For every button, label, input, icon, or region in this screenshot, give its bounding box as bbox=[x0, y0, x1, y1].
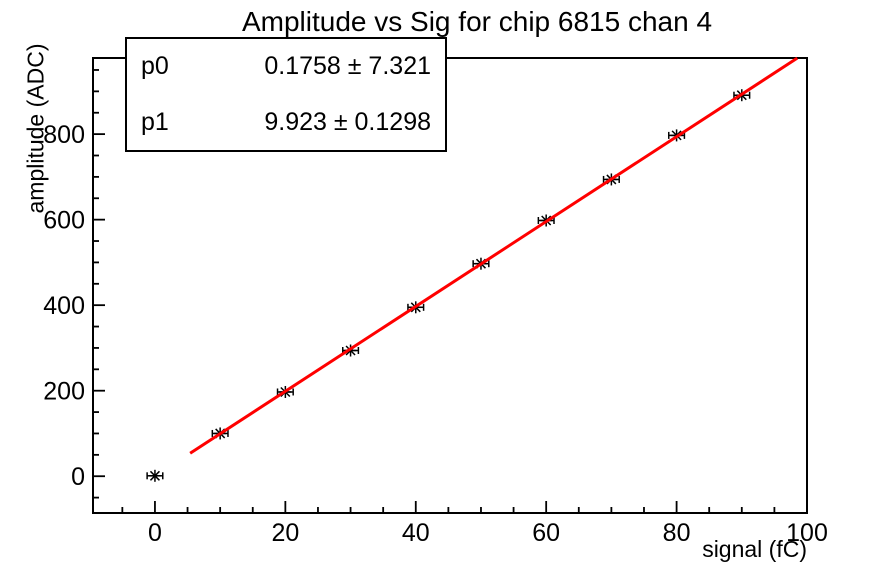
x-axis-tick-label: 80 bbox=[663, 519, 691, 547]
x-axis-tick-label: 0 bbox=[148, 519, 162, 547]
x-axis-tick-label: 100 bbox=[786, 519, 828, 547]
p1-value: 9.923 ± 0.1298 bbox=[264, 107, 431, 136]
plot-frame bbox=[92, 57, 808, 514]
x-axis-tick-label: 20 bbox=[271, 519, 299, 547]
y-axis-tick-label: 400 bbox=[43, 292, 85, 320]
x-axis-tick-label: 40 bbox=[402, 519, 430, 547]
stats-row-p1: p1 9.923 ± 0.1298 bbox=[127, 107, 445, 136]
stats-row-p0: p0 0.1758 ± 7.321 bbox=[127, 54, 445, 79]
p1-label: p1 bbox=[141, 107, 169, 136]
y-axis-tick-label: 0 bbox=[71, 463, 85, 491]
y-axis-tick-label: 200 bbox=[43, 378, 85, 406]
fit-line bbox=[189, 56, 799, 455]
p0-label: p0 bbox=[141, 52, 169, 81]
x-axis-tick-label: 60 bbox=[532, 519, 560, 547]
plot-title: Amplitude vs Sig for chip 6815 chan 4 bbox=[241, 6, 713, 37]
p0-value: 0.1758 ± 7.321 bbox=[264, 52, 431, 81]
y-axis-tick-label: 600 bbox=[43, 207, 85, 235]
data-point-marker bbox=[149, 470, 160, 481]
y-axis-tick-label: 800 bbox=[43, 121, 85, 149]
x-axis-title: signal (fC) bbox=[702, 536, 807, 562]
fit-stats-box: p0 0.1758 ± 7.321 p1 9.923 ± 0.1298 bbox=[125, 37, 447, 152]
y-axis-title: amplitude (ADC) bbox=[22, 43, 49, 214]
